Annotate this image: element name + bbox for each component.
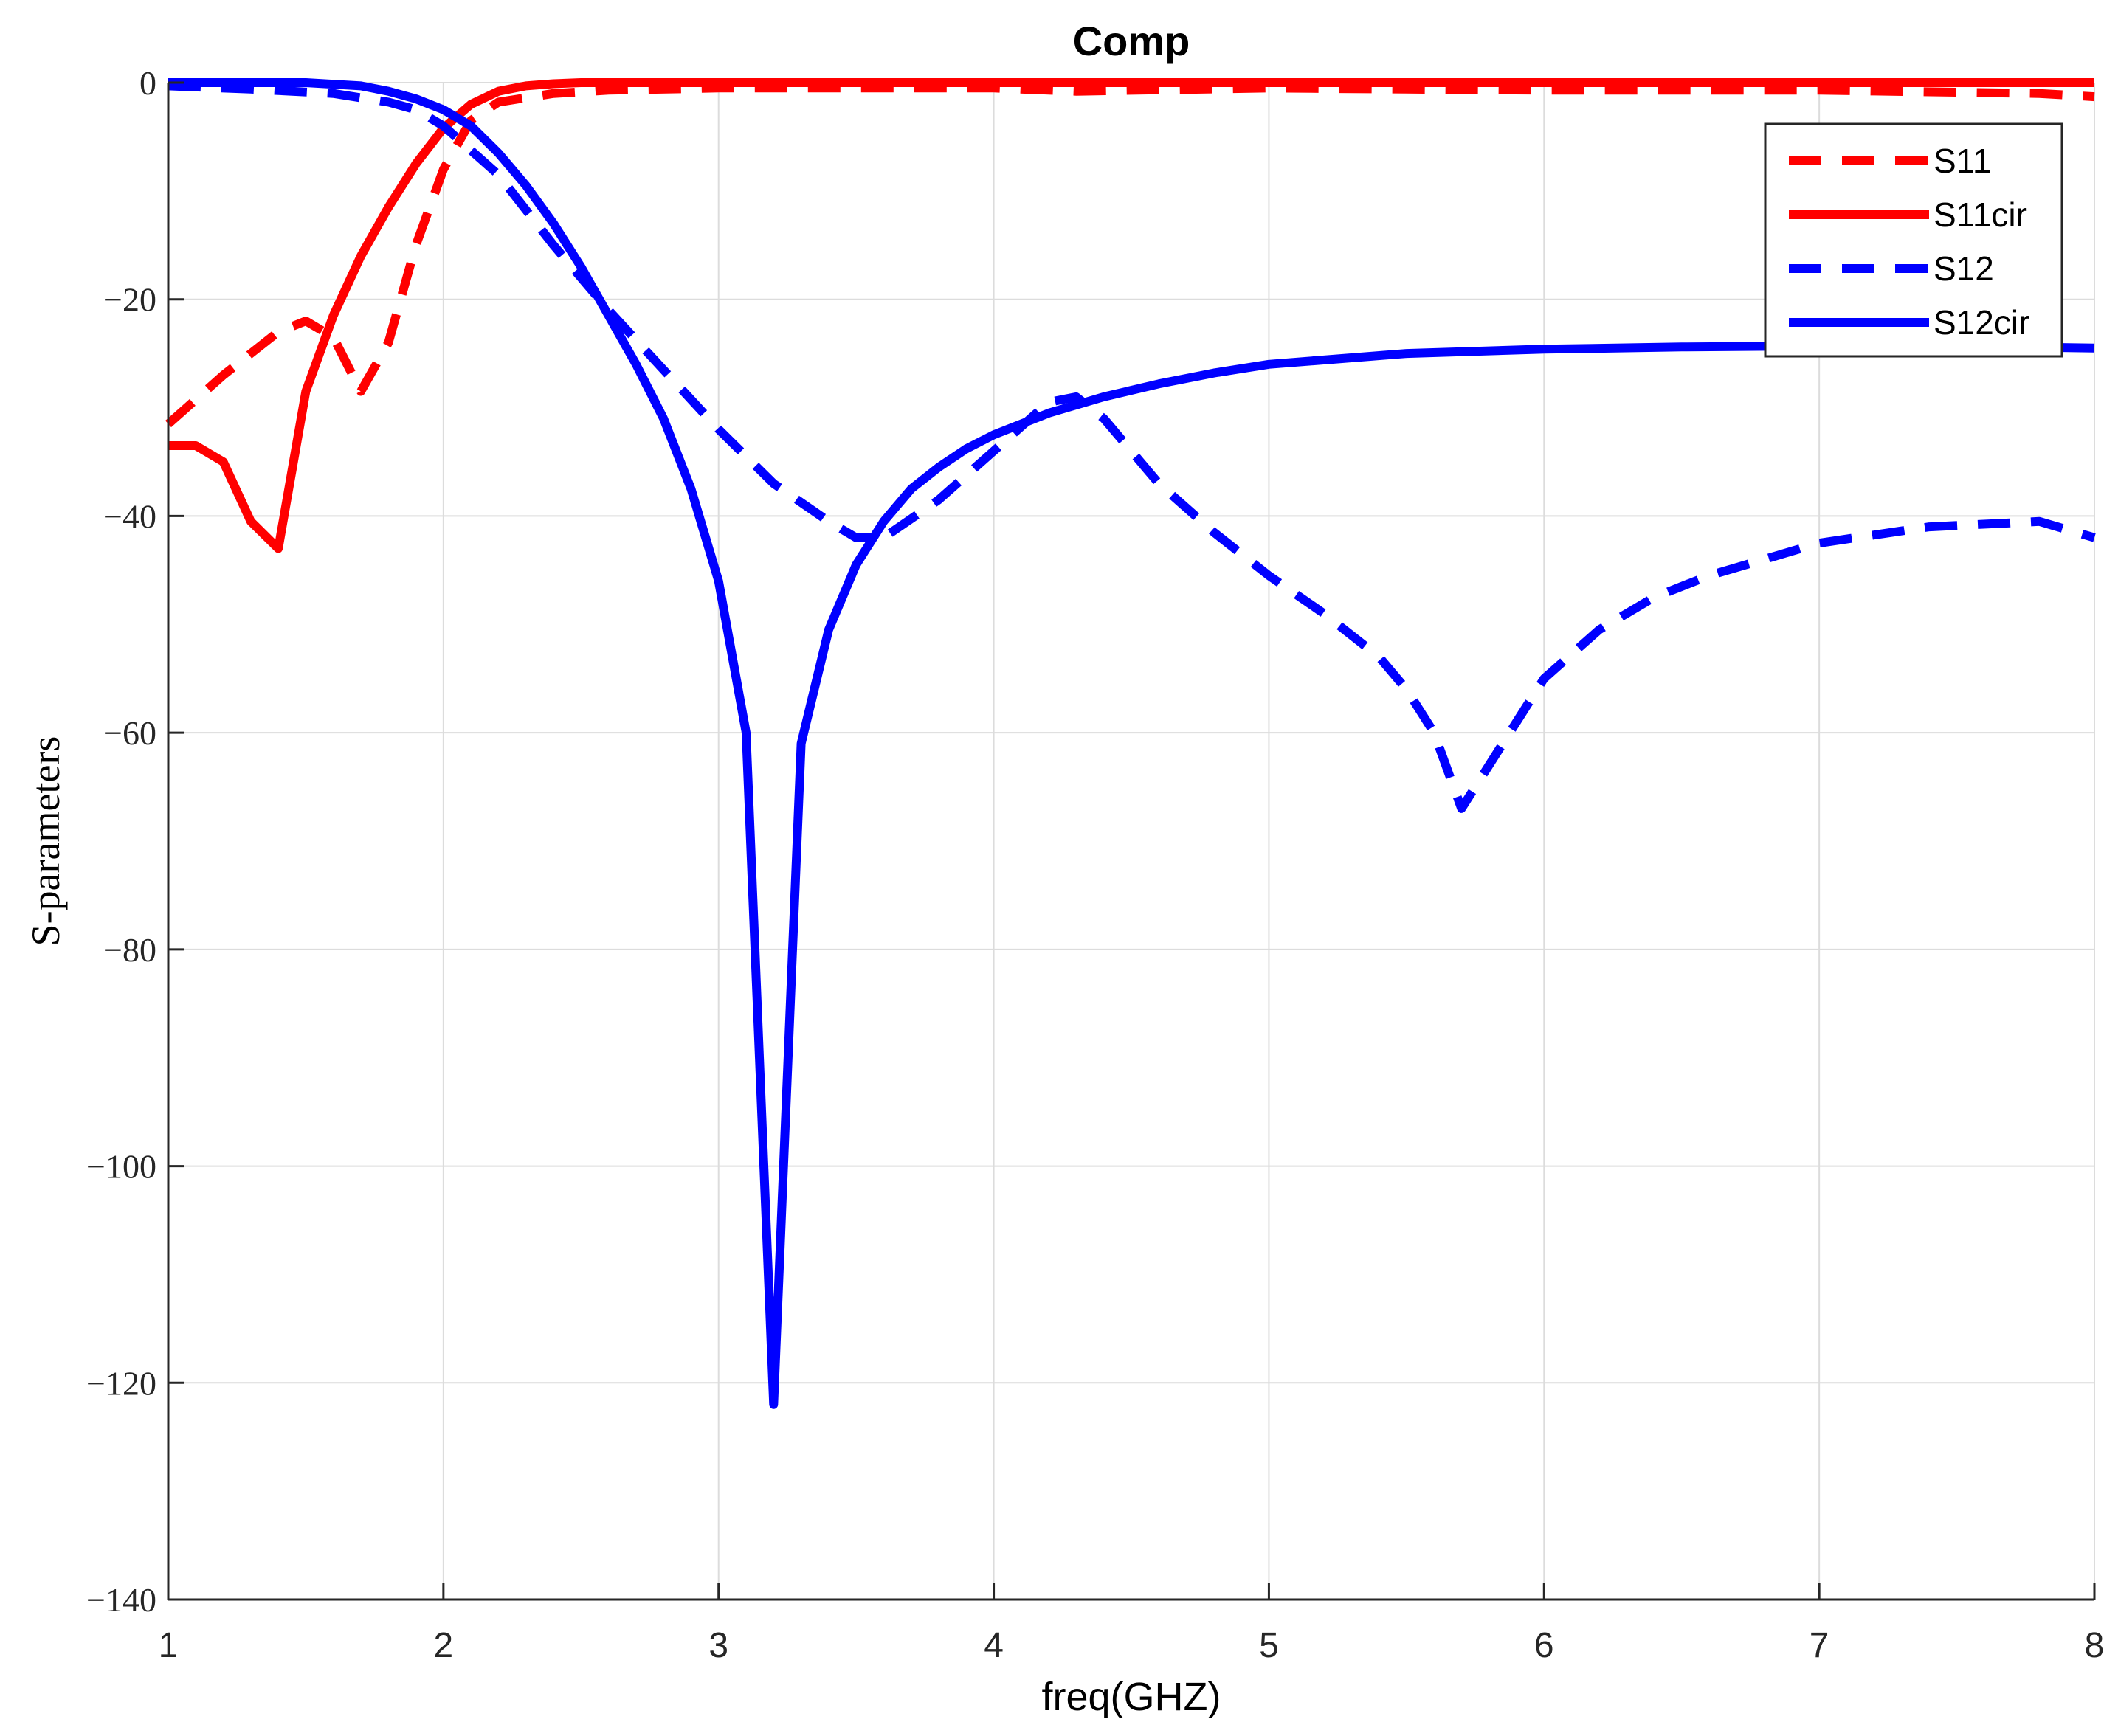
legend-label-s11cir: S11cir — [1934, 196, 2027, 234]
x-tick-label: 3 — [708, 1626, 728, 1665]
y-tick-label: −40 — [103, 497, 156, 535]
legend: S11 S11cir S12 S12cir — [1764, 122, 2063, 358]
series-layer — [165, 78, 2096, 1409]
y-axis-label: S-parameters — [24, 736, 68, 947]
y-tick-label: −80 — [103, 931, 156, 969]
x-tick-label: 8 — [2085, 1626, 2105, 1665]
x-axis-label: freq(GHZ) — [1042, 1675, 1221, 1719]
x-tick-label: 4 — [984, 1626, 1004, 1665]
y-tick-label: −100 — [86, 1148, 156, 1186]
y-tick-label: 0 — [139, 64, 156, 102]
axes — [167, 81, 2096, 1601]
legend-label-s12: S12 — [1934, 249, 1994, 288]
x-tick-label: 2 — [434, 1626, 454, 1665]
legend-label-s11: S11 — [1934, 142, 1991, 180]
y-tick-label: −20 — [103, 281, 156, 319]
tick-labels: 1 2 3 4 5 6 7 8 0 −20 −40 −60 −80 −100 −120 −140 — [86, 64, 2104, 1665]
series-s11-line — [165, 83, 2095, 428]
x-tick-label: 7 — [1810, 1626, 1829, 1665]
y-tick-label: −120 — [86, 1364, 156, 1402]
series-s11cir-line — [168, 78, 2094, 553]
x-tick-label: 1 — [159, 1626, 179, 1665]
x-tick-label: 5 — [1259, 1626, 1279, 1665]
chart-title: Comp — [1073, 18, 1190, 64]
y-tick-label: −140 — [86, 1581, 156, 1619]
y-tick-label: −60 — [103, 714, 156, 752]
series-s12-line — [168, 81, 2096, 813]
x-tick-label: 6 — [1534, 1626, 1554, 1665]
legend-label-s12cir: S12cir — [1934, 303, 2029, 342]
series-s12cir-line — [168, 78, 2095, 1409]
